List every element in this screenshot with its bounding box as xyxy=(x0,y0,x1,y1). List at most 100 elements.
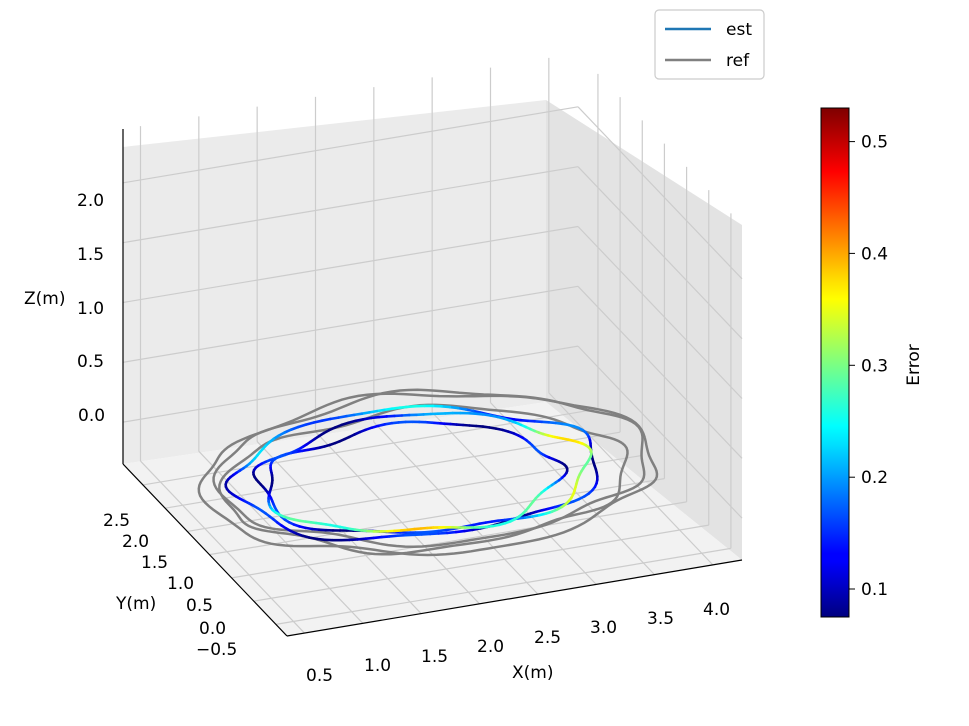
y-axis-line xyxy=(122,463,288,637)
est-trajectory-segment xyxy=(396,533,407,538)
est-trajectory-segment xyxy=(448,405,460,410)
x-gridline xyxy=(490,402,655,576)
x-tick-label: 1.5 xyxy=(421,647,448,667)
y-tick-label: 2.5 xyxy=(103,511,130,531)
x-gridline xyxy=(431,411,597,585)
z-gridline xyxy=(577,106,743,280)
x-tick-label: 0.5 xyxy=(306,666,333,686)
y-tick-label: 1.0 xyxy=(167,574,194,594)
est-trajectory-segment xyxy=(380,535,391,539)
z-gridline xyxy=(577,285,743,459)
z-gridline xyxy=(577,166,743,340)
x-tick-label: 3.5 xyxy=(647,609,674,629)
est-trajectory-segment xyxy=(296,423,308,429)
z-gridline xyxy=(122,225,579,304)
colorbar-gradient xyxy=(820,107,850,618)
z-gridline xyxy=(577,226,743,399)
tick-labels: 0.5 1.0 1.5 2.0 2.5 3.0 3.5 4.0 −0.5 0.0… xyxy=(77,191,730,686)
y-tick-label: 0.5 xyxy=(186,596,213,616)
colorbar-ticks: 0.1 0.2 0.3 0.4 0.5 xyxy=(849,133,888,600)
ref-trajectory-loop xyxy=(218,403,629,556)
est-trajectory-segment xyxy=(369,415,381,420)
colorbar-tick-label: 0.4 xyxy=(861,244,888,264)
est-trajectory-segment xyxy=(304,421,316,426)
y-gridline xyxy=(231,501,687,579)
x-tick-label: 2.5 xyxy=(534,628,561,648)
est-trajectory-segment xyxy=(456,406,468,411)
est-trajectory-segment xyxy=(347,538,359,542)
est-trajectory-segment xyxy=(312,419,324,424)
colorbar-tick-label: 0.2 xyxy=(861,468,888,488)
est-trajectory-segment xyxy=(328,416,340,421)
series-est xyxy=(224,404,599,542)
y-gridline xyxy=(253,524,709,602)
z-gridline xyxy=(122,285,579,363)
x-tick-label: 2.0 xyxy=(477,637,504,657)
legend-ref-label: ref xyxy=(726,51,750,71)
est-trajectory-segment xyxy=(398,405,410,410)
x-tick-label: 1.0 xyxy=(364,656,391,676)
y-tick-label: 0.0 xyxy=(199,619,226,639)
est-trajectory-segment xyxy=(406,404,418,409)
est-trajectory-segment xyxy=(428,532,440,536)
y-axis-label: Y(m) xyxy=(115,594,156,614)
est-trajectory-segment xyxy=(337,414,348,419)
est-trajectory-segment xyxy=(344,413,356,418)
colorbar-tick-label: 0.3 xyxy=(861,356,888,376)
est-trajectory-segment xyxy=(588,438,592,445)
est-trajectory-segment xyxy=(390,406,402,411)
colorbar-label: Error xyxy=(904,344,924,385)
x-axis-label: X(m) xyxy=(512,663,553,683)
x-gridline xyxy=(373,421,539,595)
y-gridline xyxy=(165,431,621,509)
z-tick-label: 2.0 xyxy=(77,191,104,211)
x-gridline xyxy=(548,392,714,566)
y-tick-label: −0.5 xyxy=(196,640,237,660)
y-gridline xyxy=(209,478,665,556)
est-trajectory-segment xyxy=(437,531,449,535)
series-ref xyxy=(197,388,659,557)
est-trajectory-segment xyxy=(388,534,399,538)
est-trajectory-segment xyxy=(364,536,376,541)
z-gridline xyxy=(122,106,579,184)
colorbar-tick-label: 0.1 xyxy=(861,580,888,600)
est-trajectory-segment xyxy=(454,529,466,534)
est-trajectory-segment xyxy=(584,443,590,449)
est-trajectory-segment xyxy=(356,537,367,541)
est-trajectory-segment xyxy=(463,528,474,533)
z-gridline xyxy=(577,345,743,519)
z-axis-label: Z(m) xyxy=(24,289,65,309)
x-tick-label: 3.0 xyxy=(590,618,617,638)
z-tick-label: 0.5 xyxy=(77,352,104,372)
x-gridline xyxy=(140,460,305,634)
z-gridline xyxy=(122,345,579,423)
z-tick-label: 1.5 xyxy=(77,245,104,265)
est-trajectory-segment xyxy=(362,416,373,421)
gridlines xyxy=(122,57,743,634)
y-tick-label: 2.0 xyxy=(122,532,149,552)
est-trajectory-segment xyxy=(440,404,452,409)
ref-trajectory-loop xyxy=(212,388,646,549)
colorbar: 0.1 0.2 0.3 0.4 0.5 Error xyxy=(820,107,924,618)
y-tick-label: 1.5 xyxy=(141,553,168,573)
est-trajectory-segment xyxy=(445,530,458,535)
back-pane xyxy=(123,100,546,464)
legend-est-label: est xyxy=(726,20,752,40)
right-pane xyxy=(546,100,742,560)
legend-frame xyxy=(654,9,765,80)
z-tick-label: 1.0 xyxy=(77,299,104,319)
z-gridline xyxy=(122,166,579,244)
y-gridline xyxy=(275,547,732,625)
z-tick-label: 0.0 xyxy=(78,406,105,426)
x-gridline xyxy=(315,431,480,605)
est-trajectory-segment xyxy=(372,535,383,540)
est-trajectory-segment xyxy=(547,456,554,461)
x-tick-label: 4.0 xyxy=(703,600,730,620)
x-gridline xyxy=(198,450,364,624)
x-axis-line xyxy=(286,559,743,637)
est-trajectory-segment xyxy=(320,417,332,423)
ref-trajectory-loop xyxy=(197,392,659,557)
legend: est ref xyxy=(654,9,765,80)
colorbar-tick-label: 0.5 xyxy=(861,133,888,153)
